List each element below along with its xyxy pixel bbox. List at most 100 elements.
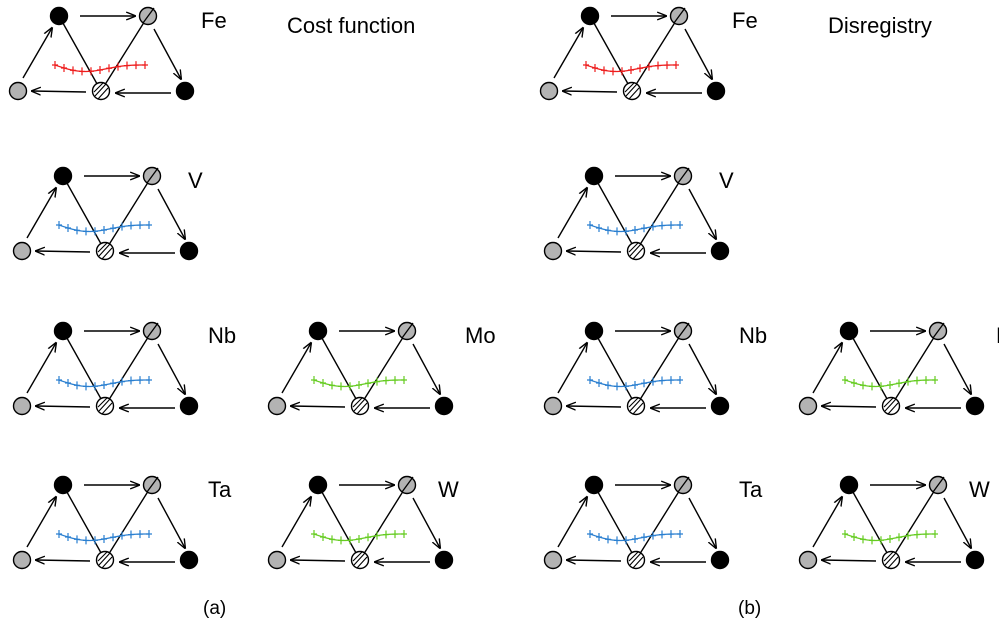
curve-marker bbox=[383, 376, 389, 385]
atom-hatch bbox=[93, 82, 109, 100]
arrow-down-right bbox=[688, 497, 716, 548]
curve-marker bbox=[641, 379, 647, 388]
element-label: Nb bbox=[208, 323, 236, 348]
element-label: Ta bbox=[208, 477, 232, 502]
atom-black-bottom bbox=[175, 81, 195, 101]
atom-slash bbox=[677, 322, 690, 339]
curve-marker bbox=[79, 67, 85, 76]
atom-black-bottom bbox=[706, 81, 726, 101]
arrow-down-right bbox=[157, 343, 185, 394]
arrow-down-right bbox=[412, 343, 440, 394]
curve-marker bbox=[605, 381, 611, 390]
curve-marker bbox=[311, 376, 317, 384]
element-label: Nb bbox=[739, 323, 767, 348]
curve-marker bbox=[83, 227, 89, 236]
atom-gray-bottom bbox=[543, 396, 563, 416]
curve-marker bbox=[896, 379, 902, 388]
v-frame bbox=[848, 330, 939, 408]
atom-black-top bbox=[308, 475, 328, 495]
curve-marker bbox=[338, 382, 344, 391]
curve-marker bbox=[632, 535, 638, 543]
element-label: Mo bbox=[996, 323, 999, 348]
curve-marker bbox=[142, 61, 148, 69]
arrow-bottom-left bbox=[822, 560, 877, 561]
atom-hatch bbox=[883, 397, 899, 415]
atom-hatched-center bbox=[350, 550, 370, 570]
curve-marker bbox=[133, 61, 139, 70]
atom-black-top bbox=[839, 321, 859, 341]
diagram-w: W bbox=[798, 475, 990, 570]
v-frame bbox=[589, 15, 680, 93]
curve-marker bbox=[623, 382, 629, 391]
arrow-bottom-left bbox=[36, 560, 91, 561]
curve-marker bbox=[659, 376, 665, 385]
curve-marker bbox=[119, 531, 125, 540]
curve-marker bbox=[677, 530, 683, 538]
arrow-bottom-left bbox=[36, 251, 91, 252]
atom-slash bbox=[677, 476, 690, 493]
curve-marker bbox=[146, 530, 152, 538]
arrow-down-right bbox=[153, 28, 181, 79]
diagram-mo: Mo bbox=[798, 321, 999, 416]
curve-marker bbox=[923, 530, 929, 539]
curve-marker bbox=[646, 62, 652, 71]
curve-marker bbox=[668, 376, 674, 385]
arrow-up-left bbox=[812, 343, 842, 394]
atom-black-bottom bbox=[965, 396, 985, 416]
atom-black-top bbox=[584, 321, 604, 341]
atom-hatched-center bbox=[95, 550, 115, 570]
arrow-bottom-left bbox=[563, 91, 618, 92]
curve-marker bbox=[605, 535, 611, 544]
atom-black-top bbox=[53, 166, 73, 186]
curve-marker bbox=[74, 535, 80, 544]
curve-marker bbox=[347, 536, 353, 545]
curve-marker bbox=[628, 66, 634, 74]
atom-gray-bottom bbox=[798, 396, 818, 416]
curve-marker bbox=[338, 536, 344, 545]
curve-marker bbox=[623, 536, 629, 545]
diagram-v: V bbox=[543, 166, 734, 261]
atom-gray-bottom bbox=[267, 396, 287, 416]
curve-marker bbox=[860, 381, 866, 390]
element-label: V bbox=[719, 168, 734, 193]
curve-marker bbox=[623, 227, 629, 236]
curve-marker bbox=[605, 226, 611, 235]
diagram-fe: Fe bbox=[8, 6, 227, 101]
atom-gray-bottom bbox=[12, 396, 32, 416]
atom-hatched-center bbox=[622, 81, 642, 101]
arrow-up-left bbox=[22, 28, 52, 79]
curve-marker bbox=[614, 536, 620, 545]
arrow-down-right bbox=[943, 343, 971, 394]
atom-black-bottom bbox=[710, 550, 730, 570]
atom-black-bottom bbox=[434, 550, 454, 570]
diagram-ta: Ta bbox=[12, 475, 232, 570]
atom-slash bbox=[401, 322, 414, 339]
curve-marker bbox=[869, 382, 875, 391]
curve-marker bbox=[128, 530, 134, 539]
v-frame bbox=[593, 175, 684, 253]
v-frame bbox=[62, 330, 153, 408]
arrow-bottom-left bbox=[567, 560, 622, 561]
curve-marker bbox=[583, 61, 589, 69]
arrow-bottom-left bbox=[567, 406, 622, 407]
element-label: Fe bbox=[732, 8, 758, 33]
curve-marker bbox=[74, 226, 80, 235]
element-label: Fe bbox=[201, 8, 227, 33]
atom-hatch bbox=[628, 242, 644, 260]
atom-hatched-center bbox=[95, 241, 115, 261]
curve-marker bbox=[905, 531, 911, 540]
v-frame bbox=[848, 484, 939, 562]
v-frame bbox=[317, 330, 408, 408]
arrow-bottom-left bbox=[291, 560, 346, 561]
arrow-up-left bbox=[281, 343, 311, 394]
arrow-down-right bbox=[688, 343, 716, 394]
curve-marker bbox=[596, 379, 602, 388]
curve-marker bbox=[101, 535, 107, 543]
curve-marker bbox=[356, 535, 362, 543]
curve-marker bbox=[119, 377, 125, 386]
curve-marker bbox=[655, 61, 661, 70]
curve-marker bbox=[119, 222, 125, 231]
curve-marker bbox=[88, 67, 94, 76]
atom-hatch bbox=[628, 551, 644, 569]
curve-marker bbox=[347, 382, 353, 391]
